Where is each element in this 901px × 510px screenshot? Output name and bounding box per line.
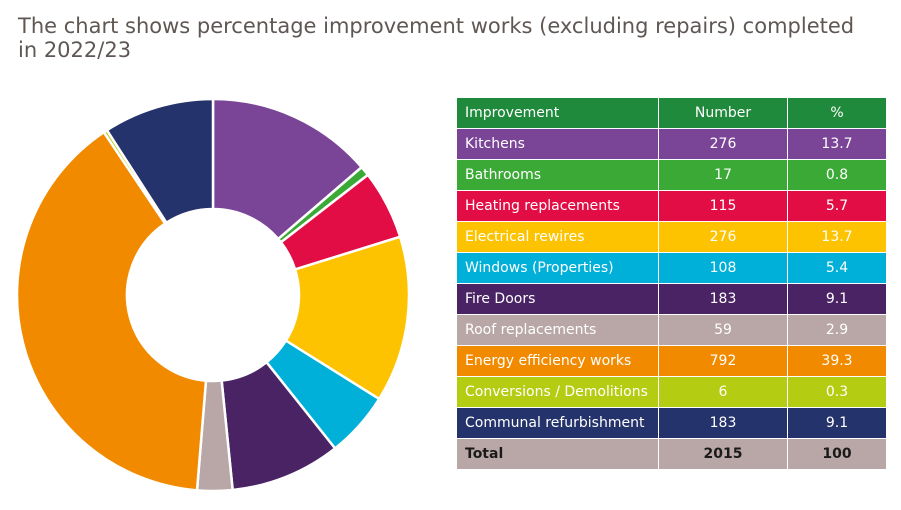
cell-percent: 100	[787, 438, 887, 470]
cell-improvement: Windows (Properties)	[456, 252, 659, 284]
table-row: Roof replacements 59 2.9	[456, 314, 887, 346]
cell-improvement: Bathrooms	[456, 159, 659, 191]
donut-slices	[15, 97, 411, 493]
cell-percent: 5.4	[787, 252, 887, 284]
improvement-table: Improvement Number % Kitchens 276 13.7 Bath…	[456, 97, 887, 470]
table-row: Heating replacements 115 5.7	[456, 190, 887, 222]
cell-improvement: Total	[456, 438, 659, 470]
table-row: Electrical rewires 276 13.7	[456, 221, 887, 253]
cell-number: 276	[658, 221, 788, 253]
cell-number: 6	[658, 376, 788, 408]
cell-improvement: Fire Doors	[456, 283, 659, 315]
cell-number: 17	[658, 159, 788, 191]
cell-percent: 39.3	[787, 345, 887, 377]
cell-number: 276	[658, 128, 788, 160]
table-row: Kitchens 276 13.7	[456, 128, 887, 160]
table-row: Communal refurbishment 183 9.1	[456, 407, 887, 439]
table-header-row: Improvement Number %	[456, 97, 887, 129]
cell-number: 792	[658, 345, 788, 377]
cell-percent: 2.9	[787, 314, 887, 346]
cell-improvement: Kitchens	[456, 128, 659, 160]
cell-percent: 0.3	[787, 376, 887, 408]
cell-percent: 13.7	[787, 128, 887, 160]
slice-communal-refurbishment	[105, 97, 215, 224]
table-total-row: Total 2015 100	[456, 438, 887, 470]
table-row: Windows (Properties) 108 5.4	[456, 252, 887, 284]
cell-percent: 13.7	[787, 221, 887, 253]
cell-number: 108	[658, 252, 788, 284]
cell-number: 115	[658, 190, 788, 222]
cell-number: 183	[658, 283, 788, 315]
cell-improvement: Electrical rewires	[456, 221, 659, 253]
cell-improvement: Heating replacements	[456, 190, 659, 222]
cell-percent: 9.1	[787, 283, 887, 315]
header-percent: %	[787, 97, 887, 129]
slice-kitchens	[211, 97, 363, 241]
table-row: Fire Doors 183 9.1	[456, 283, 887, 315]
cell-number: 183	[658, 407, 788, 439]
table-row: Energy efficiency works 792 39.3	[456, 345, 887, 377]
chart-title: The chart shows percentage improvement w…	[18, 14, 855, 62]
cell-improvement: Energy efficiency works	[456, 345, 659, 377]
cell-percent: 5.7	[787, 190, 887, 222]
header-number: Number	[658, 97, 788, 129]
table-row: Bathrooms 17 0.8	[456, 159, 887, 191]
header-improvement: Improvement	[456, 97, 659, 129]
slice-energy-efficiency-works	[15, 130, 208, 492]
cell-improvement: Communal refurbishment	[456, 407, 659, 439]
cell-number: 59	[658, 314, 788, 346]
cell-improvement: Roof replacements	[456, 314, 659, 346]
cell-improvement: Conversions / Demolitions	[456, 376, 659, 408]
cell-percent: 0.8	[787, 159, 887, 191]
table-row: Conversions / Demolitions 6 0.3	[456, 376, 887, 408]
cell-number: 2015	[658, 438, 788, 470]
cell-percent: 9.1	[787, 407, 887, 439]
donut-chart	[15, 97, 411, 493]
table-body: Kitchens 276 13.7 Bathrooms 17 0.8 Heating rep…	[456, 128, 887, 470]
